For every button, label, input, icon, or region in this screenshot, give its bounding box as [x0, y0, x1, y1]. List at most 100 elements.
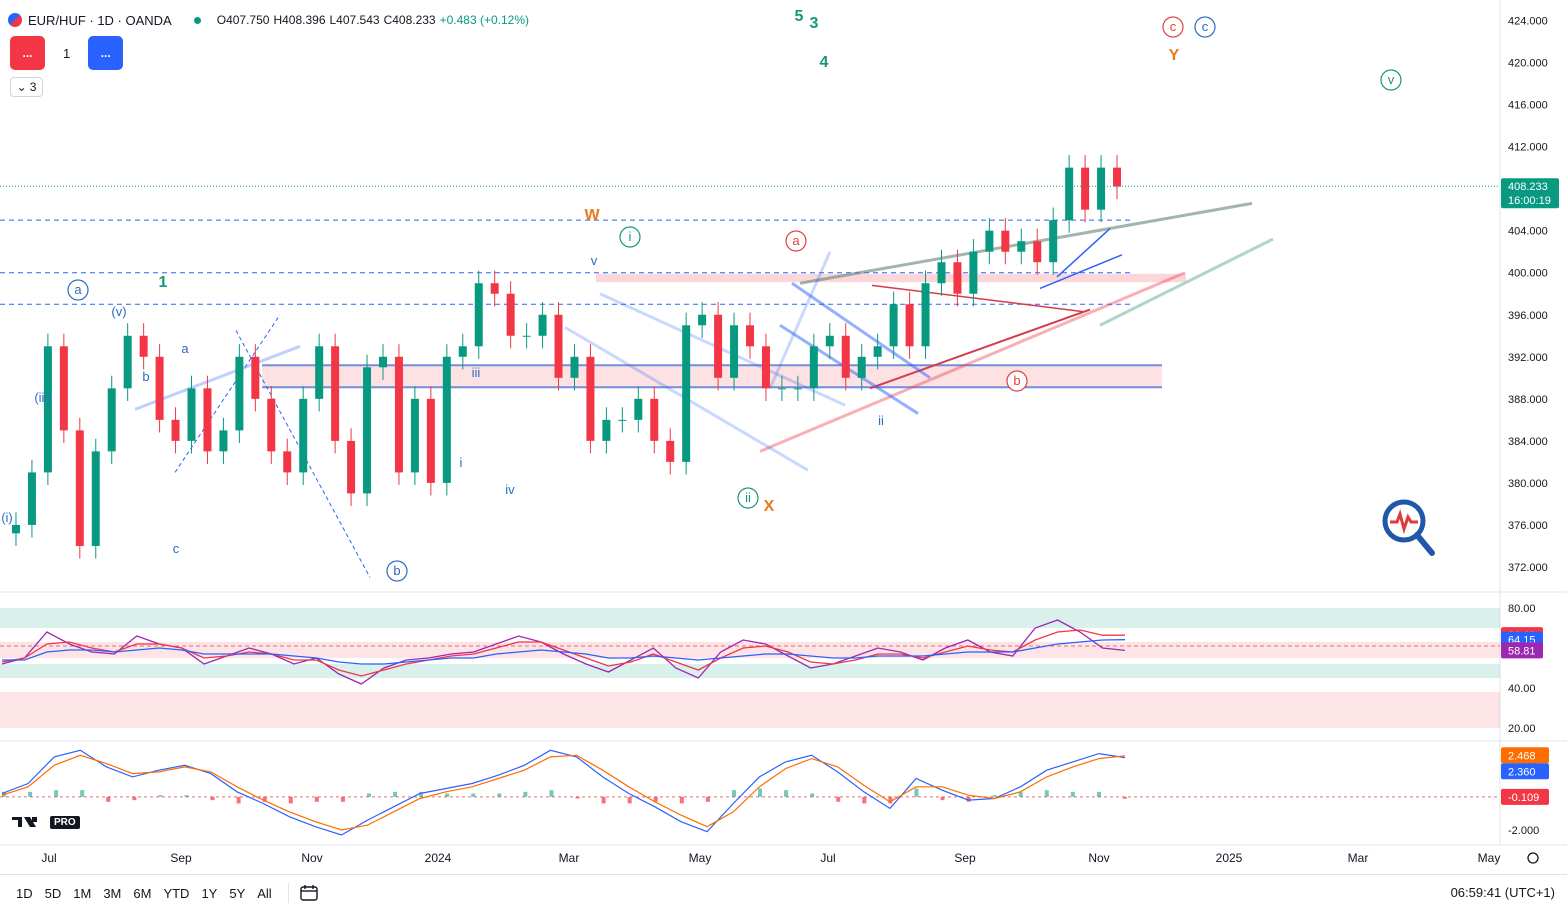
wave-label: ii [745, 490, 751, 505]
symbol-title[interactable]: EUR/HUF · 1D · OANDA [28, 12, 172, 28]
trendline [599, 292, 846, 407]
price-tick-label: 376.000 [1508, 520, 1548, 532]
wave-label: 4 [820, 54, 829, 71]
tv-logo-icon [12, 817, 37, 827]
candle-body [698, 314, 707, 326]
candle-body [538, 314, 547, 336]
macd-histogram-bar [497, 793, 502, 797]
resistance-zone-rect [596, 273, 1186, 283]
quantity-value[interactable]: 1 [63, 45, 71, 61]
macd-histogram-bar [80, 790, 85, 797]
candle-body [1097, 167, 1106, 210]
time-tick-label: Jul [820, 851, 835, 865]
currency-flag-icon [8, 13, 22, 27]
candle-body [394, 356, 403, 473]
macd-histogram-bar [288, 796, 293, 804]
wave-label: a [74, 282, 82, 297]
macd-histogram-bar [992, 795, 997, 797]
macd-value-badge [1501, 788, 1549, 805]
rsi-tick-label: 20.00 [1508, 723, 1536, 735]
candle-body [1113, 167, 1122, 187]
macd-histogram-bar [784, 790, 789, 797]
range-button-1y[interactable]: 1Y [201, 885, 218, 901]
candle-body [873, 346, 882, 357]
time-tick-label: Sep [954, 851, 976, 865]
candle-body [426, 398, 435, 483]
time-tick-label: May [1478, 851, 1501, 865]
clock-timezone[interactable]: 06:59:41 (UTC+1) [1450, 885, 1555, 900]
wave-label: (i) [1, 510, 13, 525]
macd-histogram-bar [679, 796, 684, 804]
macd-histogram-bar [549, 790, 554, 797]
macd-histogram-bar [262, 796, 267, 802]
time-tick-label: Nov [301, 851, 322, 865]
candle-body [410, 398, 419, 473]
candle-body [618, 419, 627, 421]
candle-body [554, 314, 563, 378]
time-tick-label: Mar [559, 851, 580, 865]
candle-body [522, 335, 531, 337]
candle-body [570, 356, 579, 378]
price-tick-label: 424.000 [1508, 16, 1548, 28]
symbol-legend[interactable]: EUR/HUF · 1D · OANDA O407.750 H408.396 L… [8, 10, 529, 30]
macd-value-text: 2.468 [1508, 750, 1536, 762]
candle-body [267, 398, 276, 452]
candle-body [299, 398, 308, 473]
price-tick-label: 392.000 [1508, 352, 1548, 364]
calendar-range-icon[interactable] [299, 885, 319, 901]
change-value: +0.483 (+0.12%) [439, 13, 530, 27]
range-button-all[interactable]: All [257, 885, 272, 901]
range-button-1m[interactable]: 1M [73, 885, 92, 901]
range-button-ytd[interactable]: YTD [163, 885, 190, 901]
macd-histogram-bar [28, 791, 33, 797]
price-tick-label: 412.000 [1508, 142, 1548, 154]
wave-label: ii [878, 413, 884, 428]
tradingview-logo[interactable]: PRO [12, 815, 80, 829]
candle-body [171, 419, 180, 441]
trendline [791, 281, 931, 380]
wave-label-circle [1380, 69, 1402, 91]
price-tick-label: 396.000 [1508, 310, 1548, 322]
macd-histogram-bar [419, 791, 424, 797]
candle-body [59, 346, 68, 431]
trendline [759, 271, 1186, 453]
sell-button[interactable]: ... [10, 36, 45, 70]
close-value: C408.233 [383, 13, 436, 27]
settings-gear-icon[interactable] [1527, 852, 1539, 864]
wave-label: iv [505, 482, 515, 497]
wave-label: a [181, 341, 189, 356]
wave-label: W [584, 207, 600, 224]
macd-histogram-bar [54, 790, 59, 797]
bar-countdown: 16:00:19 [1508, 195, 1551, 207]
candle-body [634, 398, 643, 420]
range-button-5y[interactable]: 5Y [229, 885, 246, 901]
range-button-5d[interactable]: 5D [44, 885, 62, 901]
rsi-series-line [2, 639, 1126, 665]
wave-label: (v) [111, 304, 126, 319]
macd-value-text: 2.360 [1508, 766, 1536, 778]
price-tick-label: 420.000 [1508, 58, 1548, 70]
macd-histogram-bar [575, 796, 580, 799]
chart-canvas[interactable]: 424.000420.000416.000412.000408.000404.0… [0, 0, 1567, 874]
macd-histogram-bar [184, 795, 189, 797]
open-value: O407.750 [216, 13, 270, 27]
magnifier-pulse-icon[interactable] [1380, 499, 1440, 566]
candle-body [187, 388, 196, 441]
indicators-count: 3 [29, 80, 37, 94]
indicators-collapse-button[interactable]: ⌄ 3 [10, 77, 43, 97]
wave-label: 3 [810, 15, 819, 32]
time-tick-label: 2025 [1216, 851, 1243, 865]
macd-histogram-bar [836, 796, 841, 802]
range-button-6m[interactable]: 6M [133, 885, 152, 901]
macd-histogram-bar [1044, 790, 1049, 797]
range-button-1d[interactable]: 1D [16, 885, 33, 901]
candle-body [682, 325, 691, 462]
candle-body [602, 419, 611, 441]
wave-label: i [460, 455, 463, 470]
price-tick-label: 400.000 [1508, 268, 1548, 280]
candle-body [107, 388, 116, 452]
range-button-3m[interactable]: 3M [103, 885, 122, 901]
macd-histogram-bar [1123, 796, 1127, 799]
candle-body [283, 451, 292, 473]
buy-button[interactable]: ... [88, 36, 124, 70]
